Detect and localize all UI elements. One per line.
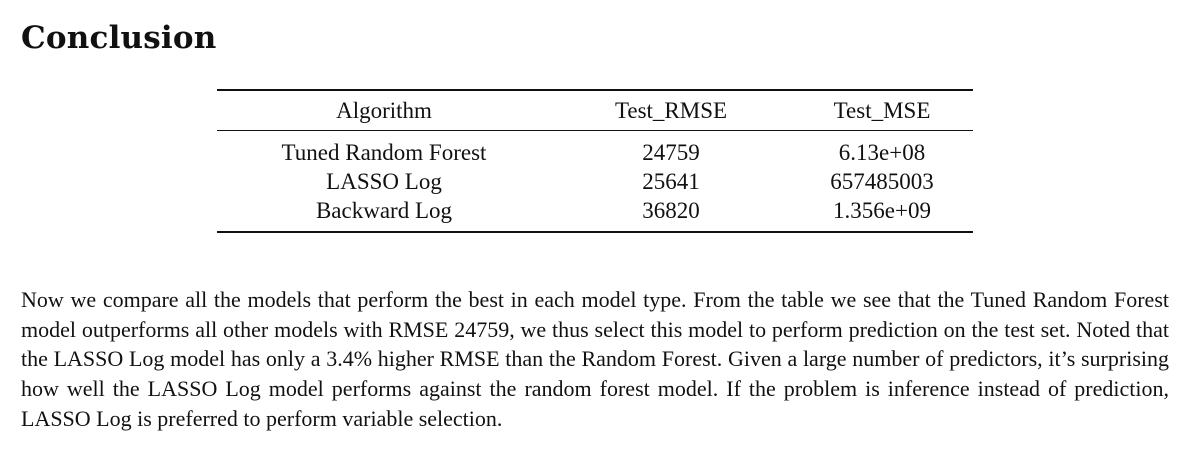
results-table: Algorithm Test_RMSE Test_MSE Tuned Rando… (217, 89, 973, 233)
conclusion-paragraph: Now we compare all the models that perfo… (21, 287, 1169, 431)
table-header: Algorithm Test_RMSE Test_MSE (217, 90, 973, 131)
header-algorithm: Algorithm (336, 97, 432, 123)
table-row: Tuned Random Forest 24759 6.13e+08 (217, 131, 973, 168)
cell-test-mse: 1.356e+09 (833, 197, 931, 223)
table-row: Backward Log 36820 1.356e+09 (217, 196, 973, 232)
cell-test-rmse: 36820 (642, 197, 700, 223)
section-heading: Conclusion (21, 20, 217, 56)
cell-test-rmse: 24759 (642, 139, 700, 165)
header-test-mse: Test_MSE (833, 97, 931, 123)
cell-test-mse: 6.13e+08 (838, 139, 926, 165)
cell-algorithm: Tuned Random Forest (281, 139, 487, 165)
cell-algorithm: Backward Log (315, 197, 453, 223)
cell-test-mse: 657485003 (830, 168, 934, 194)
header-test-rmse: Test_RMSE (614, 97, 728, 123)
cell-test-rmse: 25641 (642, 168, 700, 194)
table-row: LASSO Log 25641 657485003 (217, 167, 973, 196)
table-header-row: Algorithm Test_RMSE Test_MSE (217, 90, 973, 131)
cell-algorithm: LASSO Log (326, 168, 442, 194)
table-body: Tuned Random Forest 24759 6.13e+08 LASSO… (217, 131, 973, 232)
